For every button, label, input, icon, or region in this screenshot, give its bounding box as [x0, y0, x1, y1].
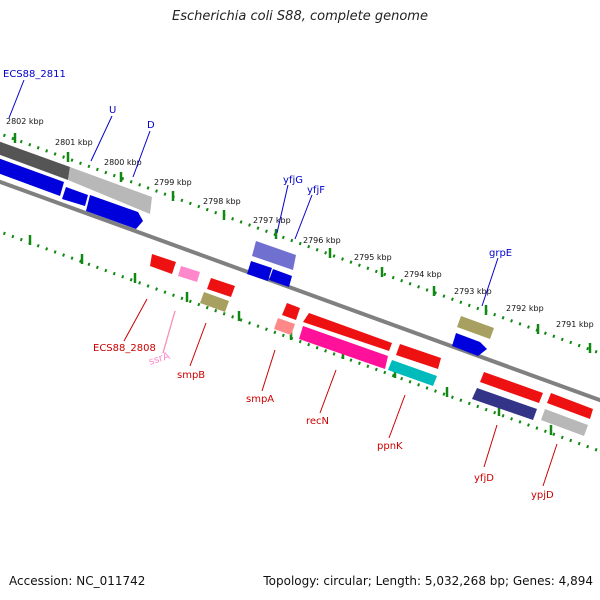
gene-ppnk-red: [396, 344, 441, 369]
gene-recn-red: [303, 313, 392, 351]
gene-block-gray-light: [68, 167, 152, 214]
ssra-leader: [162, 310, 176, 354]
forward-genes: [0, 141, 494, 356]
gene-yfjg-block: [252, 241, 296, 270]
kbp-label: 2797 kbp: [253, 216, 291, 225]
gene-smpa-red: [282, 303, 300, 320]
label-ecs88-2808[interactable]: ECS88_2808: [93, 343, 156, 354]
label-yfjd[interactable]: yfjD: [474, 473, 494, 484]
gene-d-arrow: [62, 187, 88, 206]
gene-ssra: [178, 266, 200, 282]
label-grpe[interactable]: grpE: [489, 248, 512, 259]
label-smpb[interactable]: smpB: [177, 370, 205, 381]
gene-yfjf-arrow-a: [247, 261, 272, 281]
label-yfjg[interactable]: yfjG: [283, 175, 303, 186]
gene-ypjd-red: [547, 393, 593, 419]
label-recn[interactable]: recN: [306, 416, 329, 427]
gene-grpe-arrow: [452, 333, 487, 356]
label-ecs88-2811[interactable]: ECS88_2811: [3, 69, 66, 80]
gene-smpa-pink: [274, 318, 295, 335]
kbp-label: 2793 kbp: [454, 287, 492, 296]
gene-ecs88-2808: [150, 254, 176, 274]
genome-title: Escherichia coli S88, complete genome: [172, 9, 428, 24]
gene-recn-magenta: [299, 326, 388, 369]
genome-summary-text: Topology: circular; Length: 5,032,268 bp…: [263, 574, 593, 588]
gene-u-arrow: [0, 158, 64, 196]
gene-smpb-olive: [200, 292, 229, 312]
label-smpa[interactable]: smpA: [246, 394, 274, 405]
accession-text: Accession: NC_011742: [9, 574, 146, 588]
lower-tick-line: [0, 230, 600, 453]
kbp-label: 2801 kbp: [55, 138, 93, 147]
gene-grpe-block: [457, 316, 494, 339]
label-ppnk[interactable]: ppnK: [377, 441, 403, 452]
kbp-label: 2794 kbp: [404, 270, 442, 279]
label-yfjf[interactable]: yfjF: [307, 185, 325, 196]
kbp-label: 2795 kbp: [354, 253, 392, 262]
kbp-label: 2802 kbp: [6, 117, 44, 126]
gene-ypjd-gray: [541, 409, 588, 436]
kbp-label: 2791 kbp: [556, 320, 594, 329]
backbone-line: [0, 179, 600, 403]
kbp-label: 2796 kbp: [303, 236, 341, 245]
upper-tick-line: [0, 132, 600, 355]
label-ypjd[interactable]: ypjD: [531, 490, 554, 501]
gene-yfjd-navy: [472, 388, 537, 420]
kbp-labels: 2802 kbp 2801 kbp 2800 kbp 2799 kbp 2798 kbp…: [6, 117, 594, 329]
gene-yfjd-red: [480, 372, 543, 403]
kbp-label: 2799 kbp: [154, 178, 192, 187]
gene-smpb-red: [207, 278, 235, 297]
label-d[interactable]: D: [147, 120, 155, 131]
gene-yfjf-arrow-b: [269, 269, 292, 287]
kbp-label: 2792 kbp: [506, 304, 544, 313]
kbp-label: 2800 kbp: [104, 158, 142, 167]
gene-ppnk-cyan: [388, 360, 437, 386]
gene-block-gray-dark: [0, 141, 70, 180]
kbp-label: 2798 kbp: [203, 197, 241, 206]
label-u[interactable]: U: [109, 105, 116, 116]
reverse-genes: [150, 254, 593, 436]
gene-d2-arrow: [86, 195, 143, 229]
forward-leaders: [8, 79, 499, 307]
